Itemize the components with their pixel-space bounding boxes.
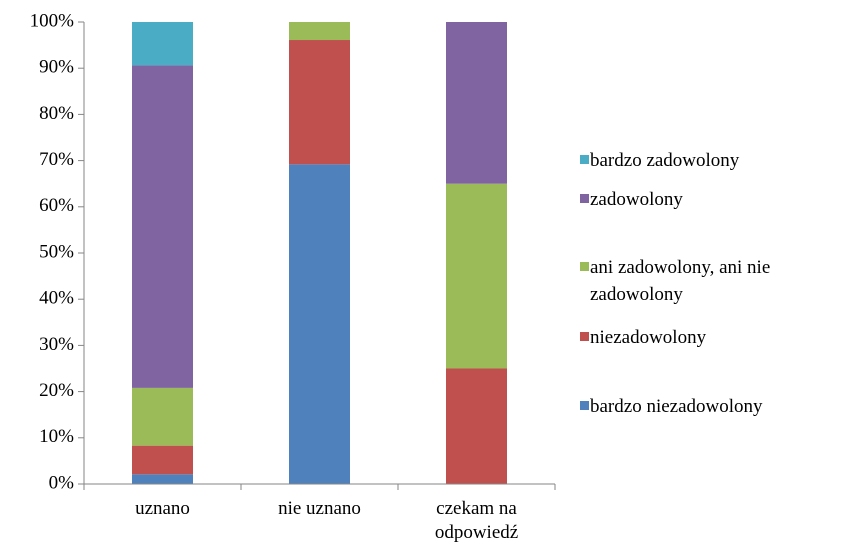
legend-swatch [580,401,589,410]
y-tick-label: 10% [39,426,74,447]
y-tick-label: 50% [39,241,74,262]
bar-segment [289,40,350,165]
legend-item: bardzo niezadowolony [580,393,840,420]
bar-segment [446,368,507,484]
y-tick-label: 40% [39,288,74,309]
legend-item: zadowolony [580,186,840,213]
legend-label: zadowolony [590,189,683,210]
legend-swatch [580,194,589,203]
legend-label: bardzo niezadowolony [590,396,763,417]
legend-label: ani zadowolony, ani nie zadowolony [590,257,771,305]
legend-label: niezadowolony [590,327,707,348]
bar-segment [289,164,350,484]
y-tick-label: 0% [49,472,75,493]
bar-segment [446,183,507,369]
bar-segment [132,65,193,388]
y-tick-label: 60% [39,195,74,216]
bar-segment [132,445,193,475]
y-tick-label: 30% [39,334,74,355]
bar-segment [446,22,507,184]
bar-segment [132,387,193,446]
legend-item: bardzo zadowolony [580,147,840,174]
legend-item: ani zadowolony, ani nie zadowolony [580,254,840,308]
legend-item: niezadowolony [580,324,840,351]
x-tick-label: uznano [135,498,190,519]
y-tick-label: 20% [39,380,74,401]
legend-swatch [580,155,589,164]
x-tick-label: nie uznano [278,498,361,519]
bar-segment [132,22,193,66]
bar-segment [289,22,350,41]
y-tick-label: 100% [30,10,75,31]
y-tick-label: 80% [39,103,74,124]
x-tick-label: czekam na odpowiedź [434,498,519,543]
bar-segment [132,474,193,484]
legend-swatch [580,332,589,341]
legend-label: bardzo zadowolony [590,150,740,171]
legend-swatch [580,262,589,271]
y-tick-label: 90% [39,57,74,78]
y-tick-label: 70% [39,149,74,170]
